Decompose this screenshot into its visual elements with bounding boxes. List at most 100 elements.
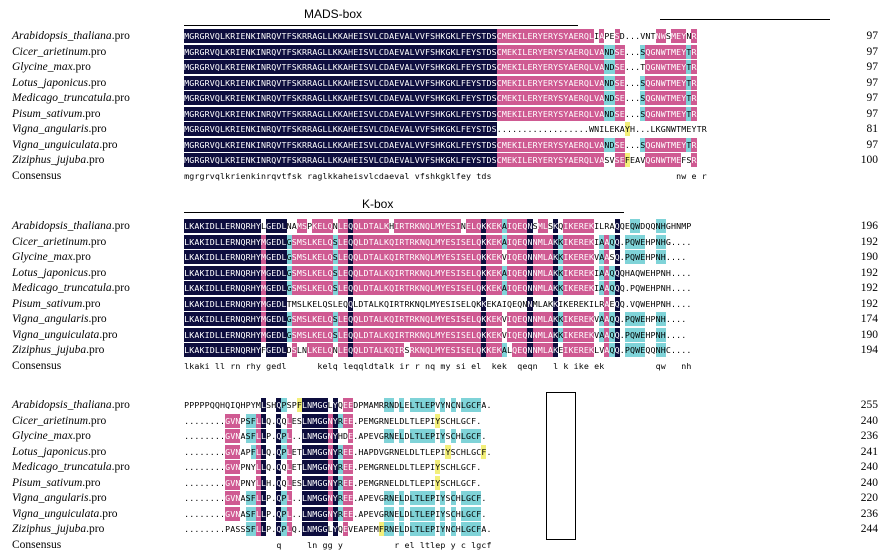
residue: Y — [255, 219, 261, 233]
residue: L — [460, 398, 466, 412]
residue: R — [266, 153, 272, 167]
residue: Y — [255, 250, 261, 264]
residue: Q — [225, 400, 231, 410]
residue: V — [594, 137, 600, 152]
residue: C — [471, 398, 477, 412]
residue: . — [558, 124, 564, 134]
residue: I — [455, 219, 461, 233]
residue: T — [296, 446, 302, 457]
residue: C — [471, 522, 477, 536]
residue: F — [481, 444, 487, 459]
residue: A — [501, 281, 507, 295]
residue: E — [368, 493, 374, 503]
residue: . — [532, 124, 538, 134]
residue-count: 190 — [860, 328, 878, 341]
residue: . — [194, 462, 200, 472]
residue: E — [640, 234, 646, 249]
residue: Q — [645, 106, 651, 121]
residue: D — [486, 44, 492, 59]
residue: L — [317, 298, 323, 309]
residue: F — [286, 106, 292, 121]
residue-count: 97 — [866, 138, 879, 151]
residue: N — [307, 475, 313, 490]
residue: Q — [271, 44, 277, 59]
residue: Q — [471, 298, 477, 309]
residue: Q — [635, 298, 641, 309]
residue: T — [481, 137, 487, 152]
residue: E — [348, 460, 354, 474]
residue: . — [676, 267, 682, 278]
residue: I — [435, 431, 441, 441]
residue: G — [266, 312, 272, 326]
residue: C — [450, 522, 456, 536]
residue: R — [532, 44, 538, 59]
residue: R — [578, 219, 584, 233]
residue: A — [312, 60, 318, 74]
residue: E — [465, 327, 471, 342]
residue: A — [342, 153, 348, 167]
residue: G — [322, 413, 328, 428]
residue: . — [629, 108, 635, 119]
species-name: Vigna_angularis — [12, 492, 89, 504]
residue: Y — [553, 106, 559, 121]
residue: A — [501, 234, 507, 249]
residue: R — [307, 29, 313, 43]
residue: K — [199, 281, 205, 295]
residue: S — [491, 137, 497, 152]
residue: . — [681, 236, 687, 247]
residue-count: 97 — [866, 30, 879, 42]
residue: T — [665, 153, 671, 167]
residue: L — [219, 250, 225, 264]
residue: Y — [471, 122, 477, 136]
residue: L — [301, 506, 307, 521]
residue: R — [230, 343, 236, 357]
residue: E — [465, 234, 471, 249]
residue: V — [399, 122, 405, 136]
residue-count: 97 — [866, 61, 879, 73]
residue: N — [245, 60, 251, 74]
residue: A — [358, 508, 364, 519]
residue: L — [455, 477, 461, 488]
residue: . — [189, 493, 195, 503]
residue: M — [435, 343, 441, 357]
residue: E — [491, 219, 497, 233]
residue: Q — [389, 343, 395, 357]
residue: V — [419, 106, 425, 121]
residue: E — [583, 265, 589, 280]
residue: H — [460, 446, 466, 457]
residue: . — [296, 508, 302, 519]
residue: Q — [583, 91, 589, 105]
residue: R — [307, 44, 313, 59]
residue: . — [184, 508, 190, 519]
residue: . — [624, 31, 630, 41]
residue: A — [389, 153, 395, 167]
residue: N — [235, 491, 241, 505]
residue: F — [471, 415, 477, 426]
residue: N — [389, 429, 395, 443]
residue: E — [240, 29, 246, 43]
residue: E — [542, 91, 548, 105]
residue-count: 97 — [866, 76, 879, 89]
residue: C — [476, 446, 482, 457]
residue: . — [547, 124, 553, 134]
residue: S — [430, 91, 436, 105]
residue: M — [501, 137, 507, 152]
residue: M — [184, 29, 190, 43]
residue: R — [230, 60, 236, 74]
residue: N — [245, 44, 251, 59]
residue: L — [214, 265, 220, 280]
residue: N — [307, 506, 313, 521]
residue: Y — [563, 106, 569, 121]
residue: I — [204, 327, 210, 342]
residue: . — [635, 139, 641, 150]
residue: R — [691, 60, 697, 74]
residue: E — [527, 29, 533, 43]
residue: A — [619, 124, 625, 134]
residue: . — [219, 446, 225, 457]
residue-count: 240 — [860, 461, 878, 473]
residue: L — [281, 281, 287, 295]
residue: . — [204, 462, 210, 472]
k-box-line — [184, 212, 624, 213]
residue: E — [342, 265, 348, 280]
species-label: Medicago_truncatula.pro — [12, 460, 130, 474]
